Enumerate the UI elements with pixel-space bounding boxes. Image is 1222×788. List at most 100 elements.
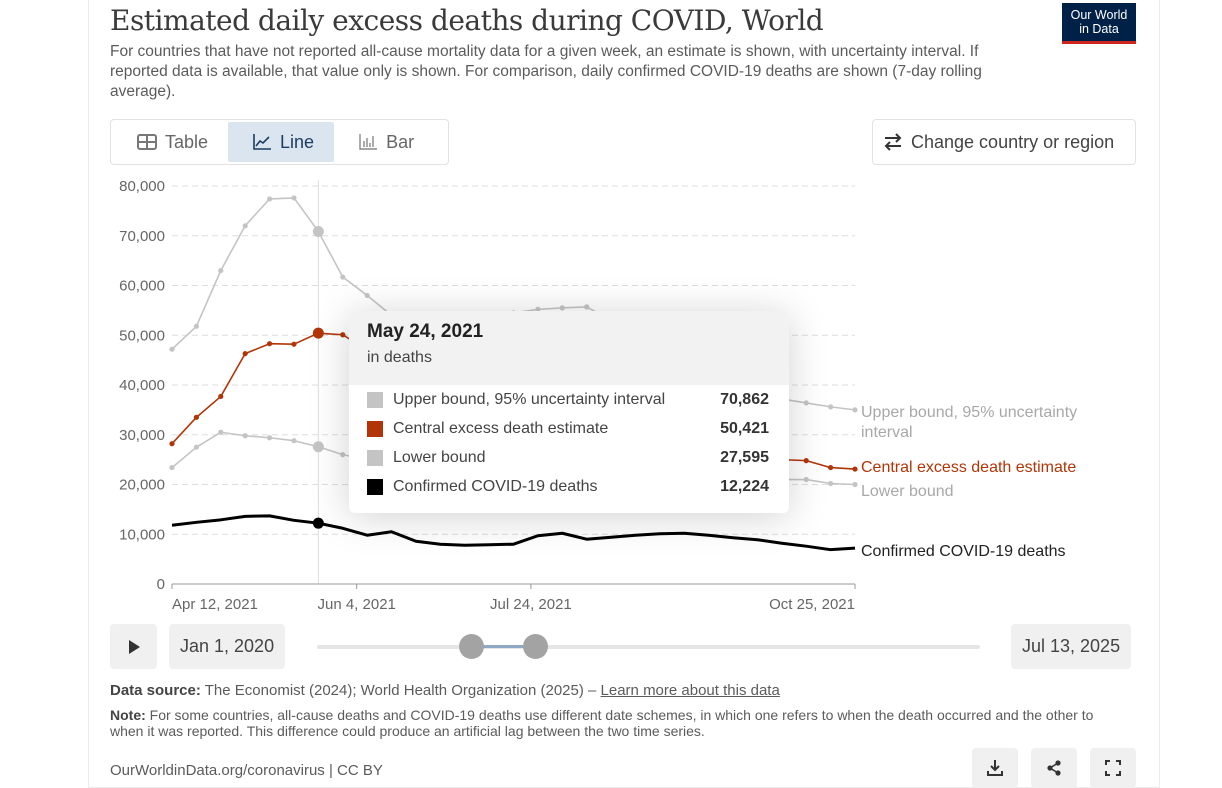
confirmed-swatch bbox=[367, 478, 383, 495]
lower-point bbox=[340, 452, 346, 458]
lower-point bbox=[242, 433, 248, 439]
tab-bar[interactable]: Bar bbox=[334, 122, 434, 162]
upper-point bbox=[169, 346, 175, 352]
lower-point bbox=[828, 480, 834, 487]
central-point bbox=[266, 341, 273, 347]
central-point bbox=[803, 458, 809, 464]
fullscreen-button[interactable] bbox=[1090, 748, 1136, 788]
lower-point bbox=[803, 476, 809, 483]
lower-point bbox=[852, 481, 858, 488]
tooltip-value: 12,224 bbox=[720, 477, 769, 495]
central-point bbox=[852, 466, 858, 472]
lower-point bbox=[266, 435, 273, 441]
x-tick-label: Jun 4, 2021 bbox=[317, 596, 395, 613]
timeline-start-handle[interactable] bbox=[459, 634, 484, 659]
upper-point bbox=[803, 400, 809, 406]
upper-point bbox=[340, 274, 346, 280]
logo-line-2: in Data bbox=[1079, 22, 1119, 36]
upper-point bbox=[364, 292, 370, 299]
view-tabs: Table Line Bar bbox=[110, 119, 449, 165]
lower-end-label: Lower bound bbox=[861, 483, 954, 500]
confirmed-hover-point bbox=[312, 517, 324, 529]
upper-point bbox=[242, 223, 248, 229]
tooltip-date: May 24, 2021 bbox=[367, 321, 484, 342]
download-button[interactable] bbox=[972, 748, 1018, 788]
owid-logo[interactable]: Our World in Data bbox=[1062, 3, 1136, 44]
tab-label: Line bbox=[280, 131, 315, 152]
upper-point bbox=[828, 404, 834, 410]
tooltip-series-name: Upper bound, 95% uncertainty interval bbox=[393, 390, 666, 408]
lower-point bbox=[291, 438, 297, 444]
timeline-track[interactable] bbox=[317, 645, 980, 649]
download-icon bbox=[987, 760, 1003, 776]
timeline-selected-range bbox=[471, 645, 535, 648]
lower-hover-point bbox=[312, 441, 324, 453]
tooltip-value: 50,421 bbox=[720, 419, 769, 437]
data-source: Data source: The Economist (2024); World… bbox=[110, 682, 780, 699]
note-label: Note: bbox=[110, 707, 146, 723]
timeline-start-date[interactable]: Jan 1, 2020 bbox=[169, 624, 286, 669]
lower-point bbox=[218, 429, 224, 435]
upper-point bbox=[266, 196, 273, 202]
tab-label: Table bbox=[165, 131, 209, 152]
share-button[interactable] bbox=[1031, 748, 1077, 788]
learn-more-link[interactable]: Learn more about this data bbox=[600, 682, 780, 699]
upper-point bbox=[218, 267, 224, 274]
y-tick-label: 20,000 bbox=[119, 477, 165, 494]
tooltip: May 24, 2021 in deaths Upper bound, 95% … bbox=[349, 311, 789, 513]
tab-label: Bar bbox=[386, 131, 415, 152]
tab-line[interactable]: Line bbox=[228, 122, 335, 162]
change-country-button[interactable]: Change country or region bbox=[872, 119, 1136, 165]
central-swatch bbox=[367, 420, 383, 437]
upper-end-label-line2: interval bbox=[861, 424, 913, 441]
central-point bbox=[828, 464, 834, 471]
tooltip-unit: in deaths bbox=[367, 349, 432, 366]
central-point bbox=[291, 341, 297, 347]
bar-chart-icon bbox=[359, 134, 378, 150]
upper-hover-point bbox=[312, 225, 324, 237]
central-point bbox=[340, 332, 346, 338]
upper-swatch bbox=[367, 391, 383, 408]
y-tick-label: 40,000 bbox=[119, 377, 165, 394]
table-icon bbox=[137, 134, 157, 150]
central-point bbox=[169, 441, 175, 447]
timeline-end-date[interactable]: Jul 13, 2025 bbox=[1011, 624, 1132, 669]
lower-point bbox=[193, 444, 199, 450]
tooltip-row: Lower bound 27,595 bbox=[349, 443, 789, 472]
x-tick-label: Apr 12, 2021 bbox=[172, 596, 258, 613]
upper-point bbox=[535, 306, 541, 312]
y-tick-label: 60,000 bbox=[119, 278, 165, 295]
upper-point bbox=[584, 304, 590, 310]
source-label: Data source: bbox=[110, 682, 201, 699]
confirmed-series-line bbox=[171, 514, 856, 552]
tooltip-value: 27,595 bbox=[720, 448, 769, 466]
note-text: For some countries, all-cause deaths and… bbox=[110, 707, 1094, 739]
tooltip-series-name: Confirmed COVID-19 deaths bbox=[393, 477, 598, 495]
y-tick-label: 30,000 bbox=[119, 427, 165, 444]
chart-subtitle: For countries that have not reported all… bbox=[110, 43, 982, 100]
tooltip-value: 70,862 bbox=[720, 390, 769, 408]
tooltip-series-name: Lower bound bbox=[393, 448, 486, 466]
upper-point bbox=[559, 305, 565, 311]
tooltip-row: Central excess death estimate 50,421 bbox=[349, 414, 789, 443]
y-tick-label: 10,000 bbox=[119, 526, 165, 543]
y-tick-label: 70,000 bbox=[119, 228, 165, 245]
central-hover-point bbox=[312, 327, 324, 339]
play-icon bbox=[128, 639, 140, 654]
change-country-label: Change country or region bbox=[911, 131, 1115, 152]
confirmed-end-label: Confirmed COVID-19 deaths bbox=[861, 543, 1066, 560]
logo-line-1: Our World bbox=[1070, 8, 1128, 22]
tooltip-series-name: Central excess death estimate bbox=[393, 419, 609, 437]
lower-swatch bbox=[367, 449, 383, 466]
tab-table[interactable]: Table bbox=[113, 122, 228, 162]
central-point bbox=[218, 393, 224, 400]
upper-point bbox=[852, 407, 858, 413]
x-tick-label: Jul 24, 2021 bbox=[490, 596, 572, 613]
lower-point bbox=[169, 464, 175, 471]
y-tick-label: 50,000 bbox=[119, 327, 165, 344]
source-url[interactable]: OurWorldinData.org/coronavirus | CC BY bbox=[110, 762, 383, 779]
central-point bbox=[193, 414, 199, 420]
play-button[interactable] bbox=[110, 624, 157, 669]
timeline-end-handle[interactable] bbox=[523, 634, 548, 659]
